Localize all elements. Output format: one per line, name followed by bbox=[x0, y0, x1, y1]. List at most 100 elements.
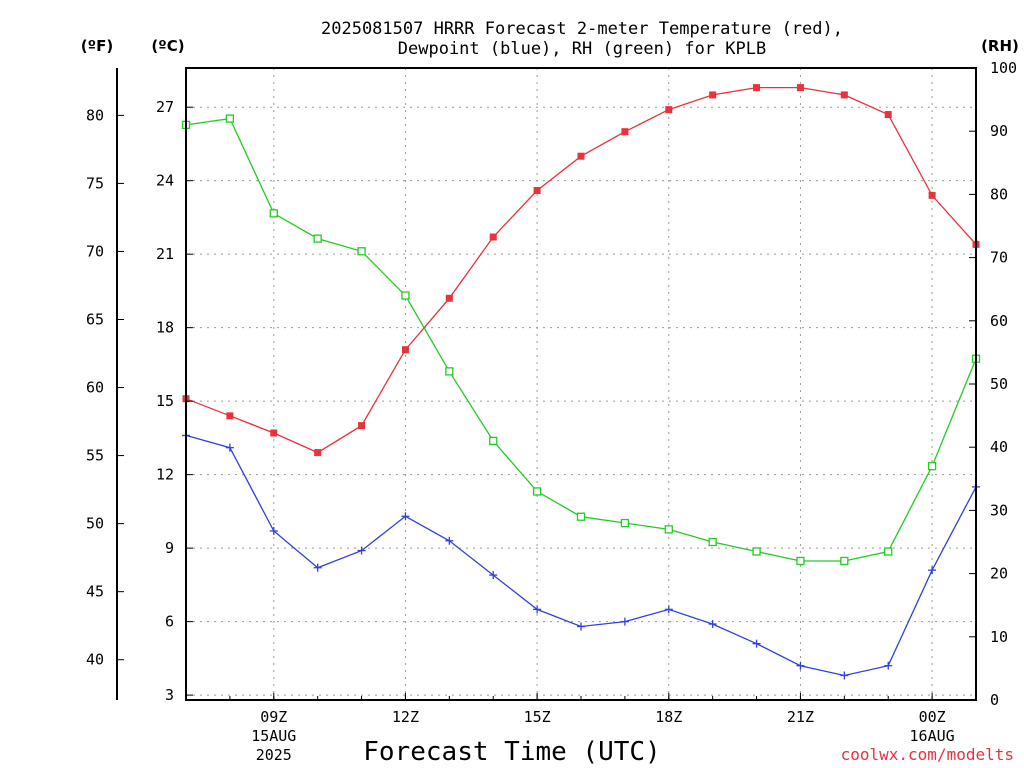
x-tick-label: 09Z bbox=[260, 708, 287, 726]
fahrenheit-unit-label: (ºF) bbox=[81, 37, 113, 55]
dewpoint-point bbox=[752, 639, 761, 648]
rh-line bbox=[185, 117, 977, 562]
series-layer bbox=[181, 84, 981, 680]
celsius-tick-label: 6 bbox=[165, 613, 174, 631]
celsius-tick-label: 21 bbox=[156, 245, 174, 263]
rh-point bbox=[840, 556, 849, 566]
temperature-point bbox=[840, 91, 848, 99]
rh-tick-label: 90 bbox=[990, 122, 1008, 140]
dewpoint-point bbox=[357, 546, 366, 555]
temperature-point bbox=[796, 84, 804, 92]
celsius-tick-label: 27 bbox=[156, 98, 174, 116]
rh-point bbox=[796, 556, 805, 566]
x-tick-date-label: 16AUG bbox=[910, 727, 955, 745]
x-tick-label: 12Z bbox=[392, 708, 419, 726]
temperature-point bbox=[358, 422, 366, 430]
rh-point bbox=[225, 114, 235, 123]
dewpoint-point bbox=[884, 661, 893, 670]
dewpoint-point bbox=[577, 622, 585, 631]
grid-lines bbox=[186, 68, 976, 700]
fahrenheit-tick-label: 45 bbox=[86, 583, 104, 601]
plot-frame bbox=[185, 67, 977, 701]
x-tick-label: 00Z bbox=[919, 708, 946, 726]
temperature-point bbox=[401, 346, 409, 354]
dewpoint-point bbox=[796, 661, 805, 670]
rh-point bbox=[532, 487, 542, 496]
dewpoint-point bbox=[445, 536, 454, 545]
source-credit: coolwx.com/modelts bbox=[841, 745, 1014, 764]
dewpoint-point bbox=[708, 620, 717, 629]
rh-tick-label: 40 bbox=[990, 438, 1008, 456]
rh-point bbox=[752, 547, 761, 556]
fahrenheit-tick-label: 50 bbox=[86, 515, 104, 533]
fahrenheit-tick-label: 80 bbox=[86, 106, 104, 124]
rh-point bbox=[664, 525, 673, 534]
dewpoint-point bbox=[928, 566, 937, 575]
dewpoint-point bbox=[840, 671, 849, 680]
rh-point bbox=[445, 367, 454, 376]
rh-point bbox=[269, 209, 278, 218]
dewpoint-point bbox=[401, 512, 410, 521]
rh-point bbox=[620, 518, 630, 528]
temperature-point bbox=[577, 152, 585, 160]
rh-point bbox=[927, 462, 937, 471]
fahrenheit-tick-label: 60 bbox=[86, 379, 104, 397]
chart-title-line2: Dewpoint (blue), RH (green) for KPLB bbox=[398, 39, 766, 59]
rh-tick-label: 70 bbox=[990, 249, 1008, 267]
temperature-point bbox=[621, 128, 629, 136]
rh-point bbox=[708, 537, 717, 547]
celsius-tick-label: 24 bbox=[156, 172, 174, 190]
x-axis-title: Forecast Time (UTC) bbox=[363, 737, 660, 767]
temperature-point bbox=[489, 233, 497, 241]
temperature-point bbox=[314, 449, 322, 457]
rh-point bbox=[313, 234, 322, 243]
rh-tick-label: 60 bbox=[990, 312, 1008, 330]
temperature-point bbox=[226, 412, 234, 420]
temperature-point bbox=[270, 429, 278, 437]
dewpoint-point bbox=[533, 605, 542, 614]
rh-unit-label: (RH) bbox=[981, 37, 1019, 55]
x-tick-year-label: 2025 bbox=[256, 746, 292, 764]
dewpoint-point bbox=[489, 571, 498, 580]
fahrenheit-tick-label: 55 bbox=[86, 447, 104, 465]
celsius-unit-label: (ºC) bbox=[151, 37, 184, 55]
x-tick-label: 18Z bbox=[655, 708, 682, 726]
temperature-point bbox=[884, 111, 892, 119]
dewpoint-point bbox=[313, 563, 322, 572]
temperature-point bbox=[533, 186, 541, 194]
rh-tick-label: 80 bbox=[990, 185, 1008, 203]
temperature-point bbox=[665, 106, 673, 114]
celsius-tick-label: 18 bbox=[156, 319, 174, 337]
fahrenheit-tick-label: 40 bbox=[86, 651, 104, 669]
rh-point bbox=[576, 512, 586, 521]
fahrenheit-tick-label: 75 bbox=[86, 174, 104, 192]
temperature-point bbox=[709, 91, 717, 99]
x-tick-date-label: 15AUG bbox=[251, 727, 296, 745]
temperature-line bbox=[185, 86, 977, 454]
rh-point bbox=[489, 436, 498, 446]
fahrenheit-tick-label: 70 bbox=[86, 242, 104, 260]
rh-tick-label: 50 bbox=[990, 375, 1008, 393]
rh-tick-label: 10 bbox=[990, 628, 1008, 646]
temperature-point bbox=[928, 191, 936, 199]
rh-tick-label: 0 bbox=[990, 691, 999, 709]
celsius-tick-label: 9 bbox=[165, 539, 174, 557]
x-tick-label: 15Z bbox=[524, 708, 551, 726]
dewpoint-point bbox=[664, 605, 673, 614]
rh-point bbox=[401, 291, 410, 300]
temperature-point bbox=[753, 84, 761, 92]
rh-point bbox=[884, 547, 893, 556]
temperature-point bbox=[445, 294, 453, 302]
dewpoint-point bbox=[620, 617, 629, 626]
celsius-tick-label: 15 bbox=[156, 392, 174, 410]
rh-tick-label: 30 bbox=[990, 501, 1008, 519]
dewpoint-line bbox=[185, 434, 977, 677]
rh-tick-label: 20 bbox=[990, 565, 1008, 583]
dewpoint-point bbox=[225, 443, 234, 452]
celsius-tick-label: 3 bbox=[165, 686, 174, 704]
x-tick-label: 21Z bbox=[787, 708, 814, 726]
rh-tick-label: 100 bbox=[990, 59, 1017, 77]
celsius-tick-label: 12 bbox=[156, 466, 174, 484]
